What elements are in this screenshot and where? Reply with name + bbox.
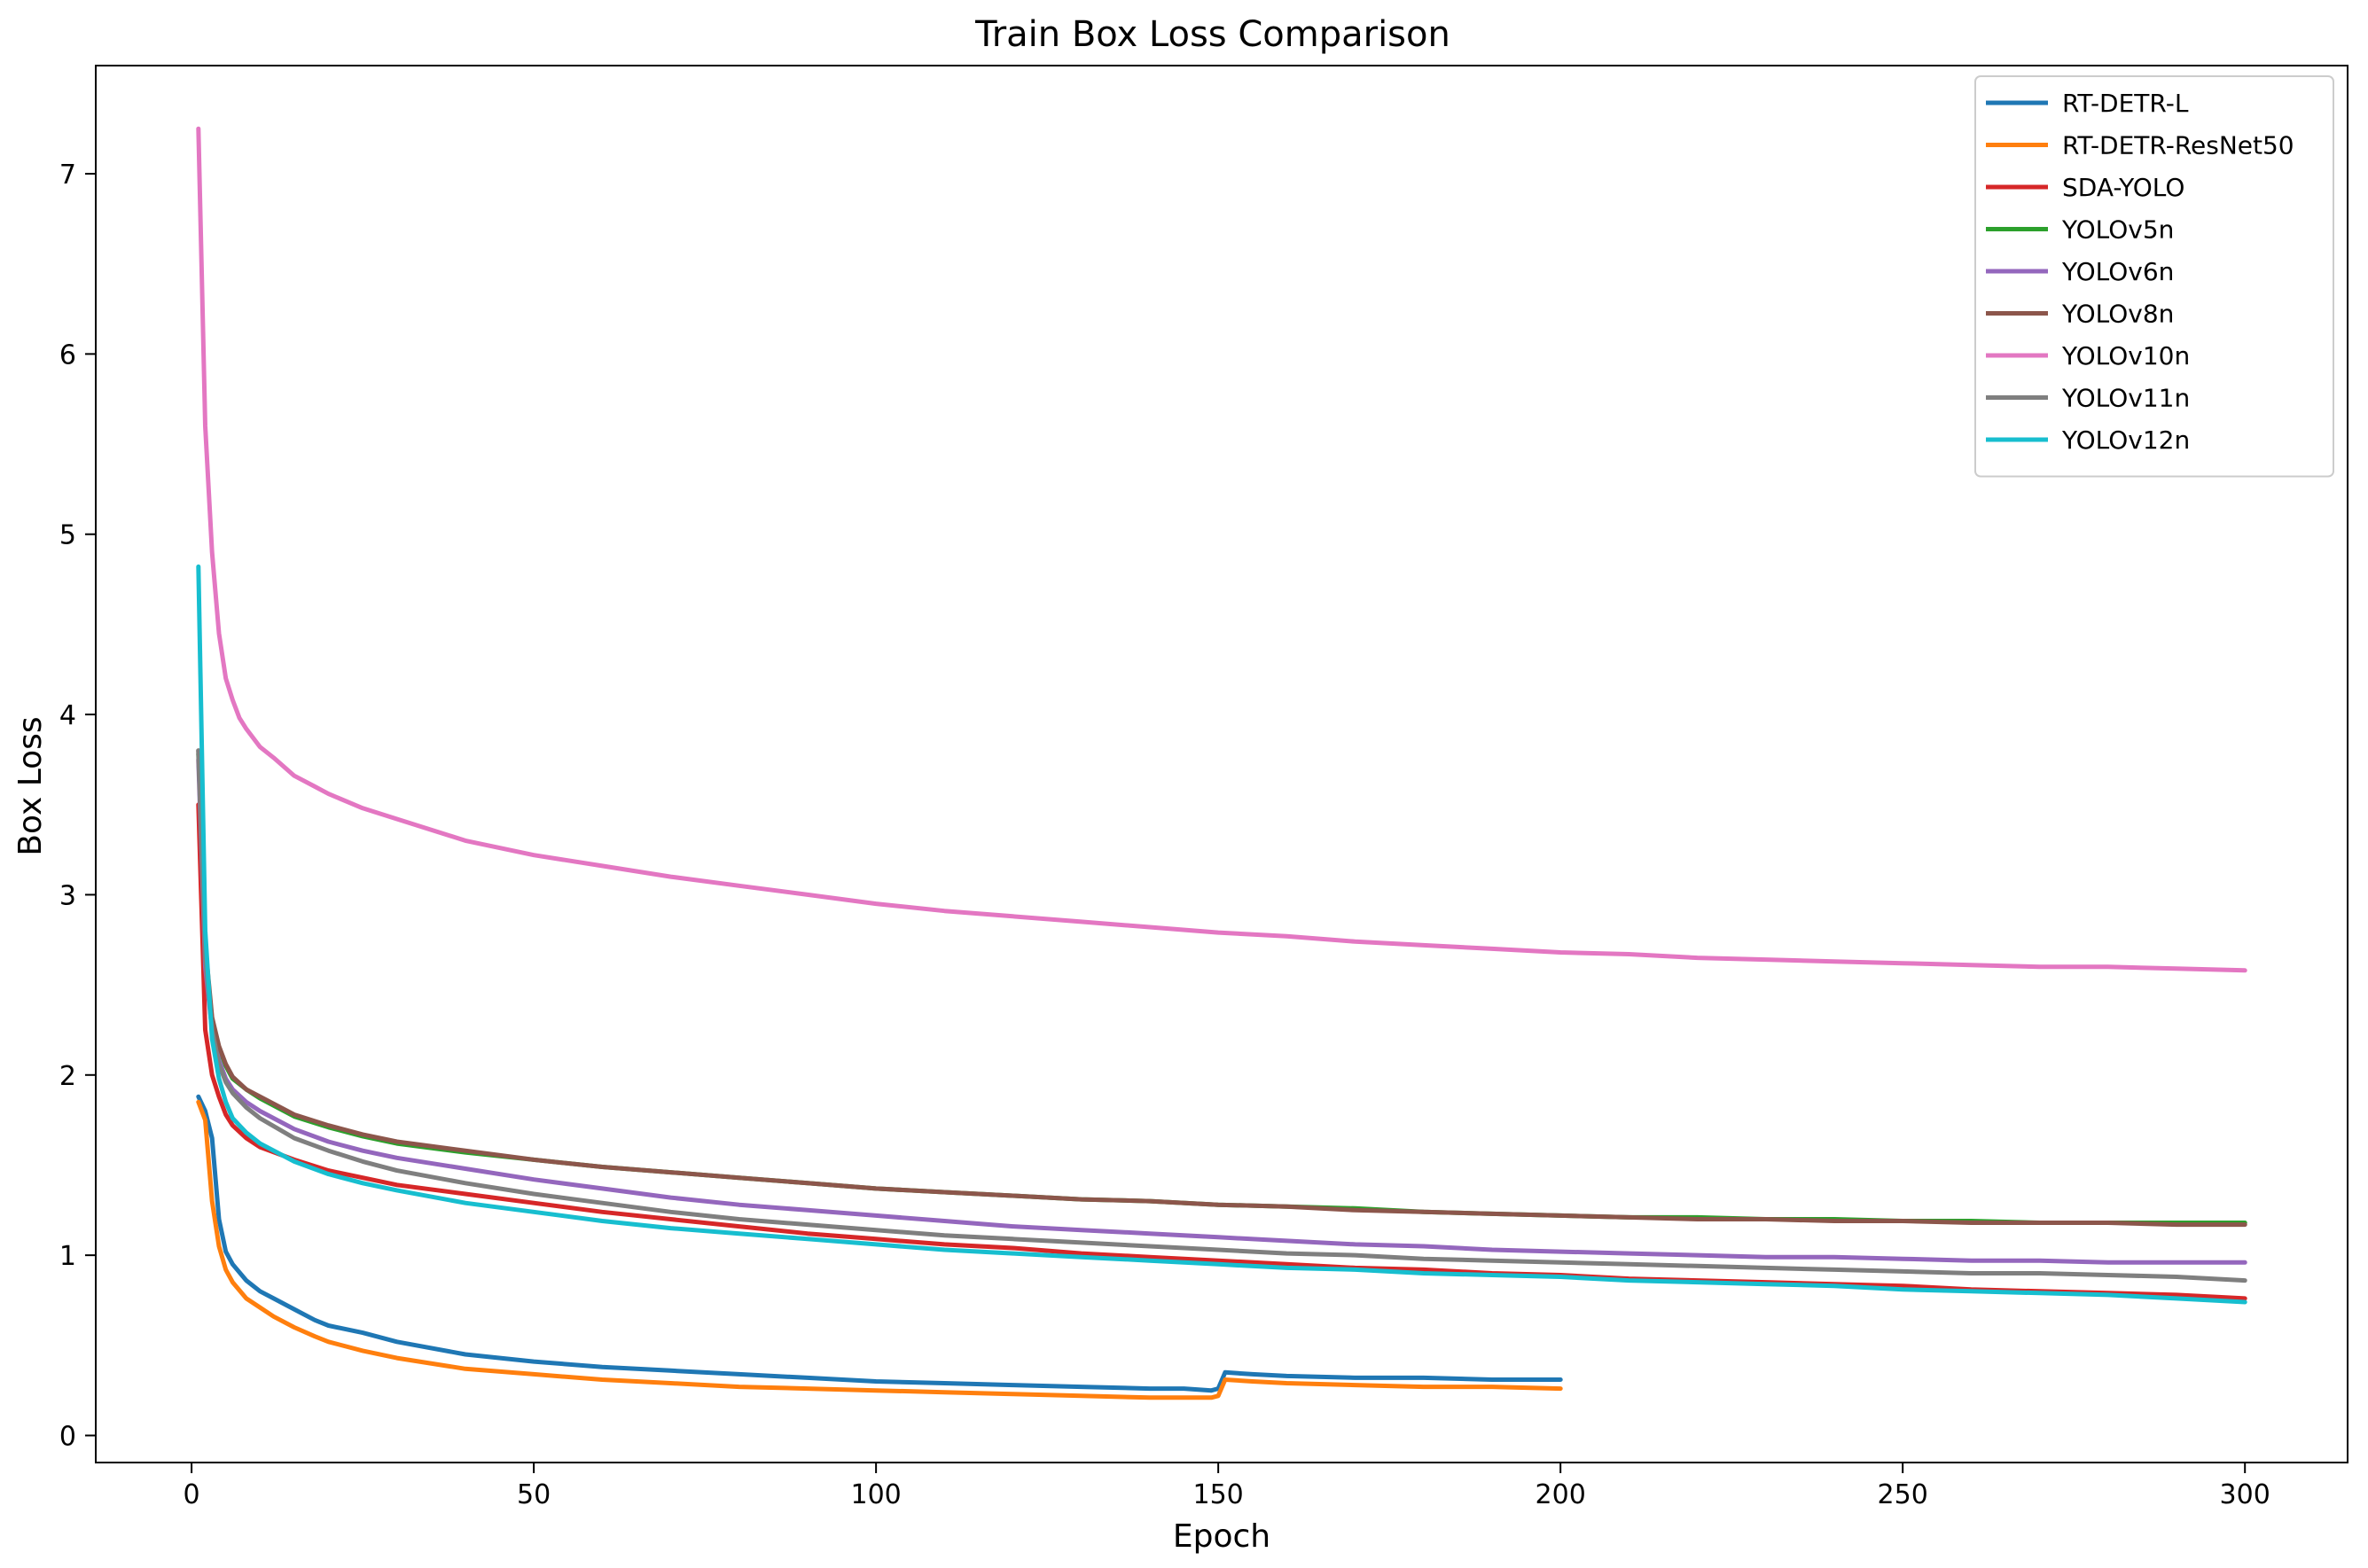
y-tick-label: 7 xyxy=(59,160,76,191)
y-tick-label: 4 xyxy=(59,700,76,731)
legend-label: RT-DETR-ResNet50 xyxy=(2062,131,2294,160)
x-tick-label: 300 xyxy=(2220,1479,2270,1510)
legend-label: SDA-YOLO xyxy=(2062,173,2184,202)
legend-label: YOLOv10n xyxy=(2061,341,2190,371)
y-tick-label: 1 xyxy=(59,1241,76,1272)
series-line-4 xyxy=(196,757,2247,1265)
x-tick-label: 100 xyxy=(850,1479,901,1510)
series-line-8 xyxy=(196,564,2247,1305)
y-tick-label: 5 xyxy=(59,520,76,551)
legend-label: YOLOv12n xyxy=(2061,425,2190,455)
x-tick-label: 200 xyxy=(1536,1479,1586,1510)
y-axis-label: Box Loss xyxy=(12,716,49,855)
legend-label: RT-DETR-L xyxy=(2062,89,2189,118)
plot-lines xyxy=(196,126,2247,1400)
y-tick-label: 3 xyxy=(59,880,76,911)
x-tick-label: 150 xyxy=(1193,1479,1244,1510)
legend-label: YOLOv11n xyxy=(2061,384,2190,413)
legend-label: YOLOv5n xyxy=(2061,215,2174,245)
y-tick-label: 6 xyxy=(59,339,76,371)
legend: RT-DETR-L RT-DETR-ResNet50 SDA-YOLO YOLOv5n… xyxy=(1974,75,2334,478)
series-line-5 xyxy=(196,748,2247,1228)
x-tick-label: 0 xyxy=(184,1479,200,1510)
chart-title: Train Box Loss Comparison xyxy=(974,14,1450,55)
legend-box xyxy=(1974,75,2334,478)
x-axis-ticks: 0 50 100 150 200 250 300 xyxy=(184,1463,2270,1510)
legend-label: YOLOv8n xyxy=(2061,300,2174,329)
y-tick-label: 0 xyxy=(59,1421,76,1452)
x-tick-label: 250 xyxy=(1878,1479,1928,1510)
legend-label: YOLOv6n xyxy=(2061,257,2174,286)
series-line-7 xyxy=(196,748,2247,1283)
series-line-1 xyxy=(196,1099,1563,1400)
y-axis-ticks: 0 1 2 3 4 5 6 7 xyxy=(59,160,96,1452)
series-line-6 xyxy=(196,126,2247,973)
y-tick-label: 2 xyxy=(59,1061,76,1092)
plot-area-frame xyxy=(95,65,2348,1463)
x-tick-label: 50 xyxy=(517,1479,551,1510)
series-line-0 xyxy=(196,1094,1563,1393)
x-axis-label: Epoch xyxy=(1173,1518,1270,1555)
